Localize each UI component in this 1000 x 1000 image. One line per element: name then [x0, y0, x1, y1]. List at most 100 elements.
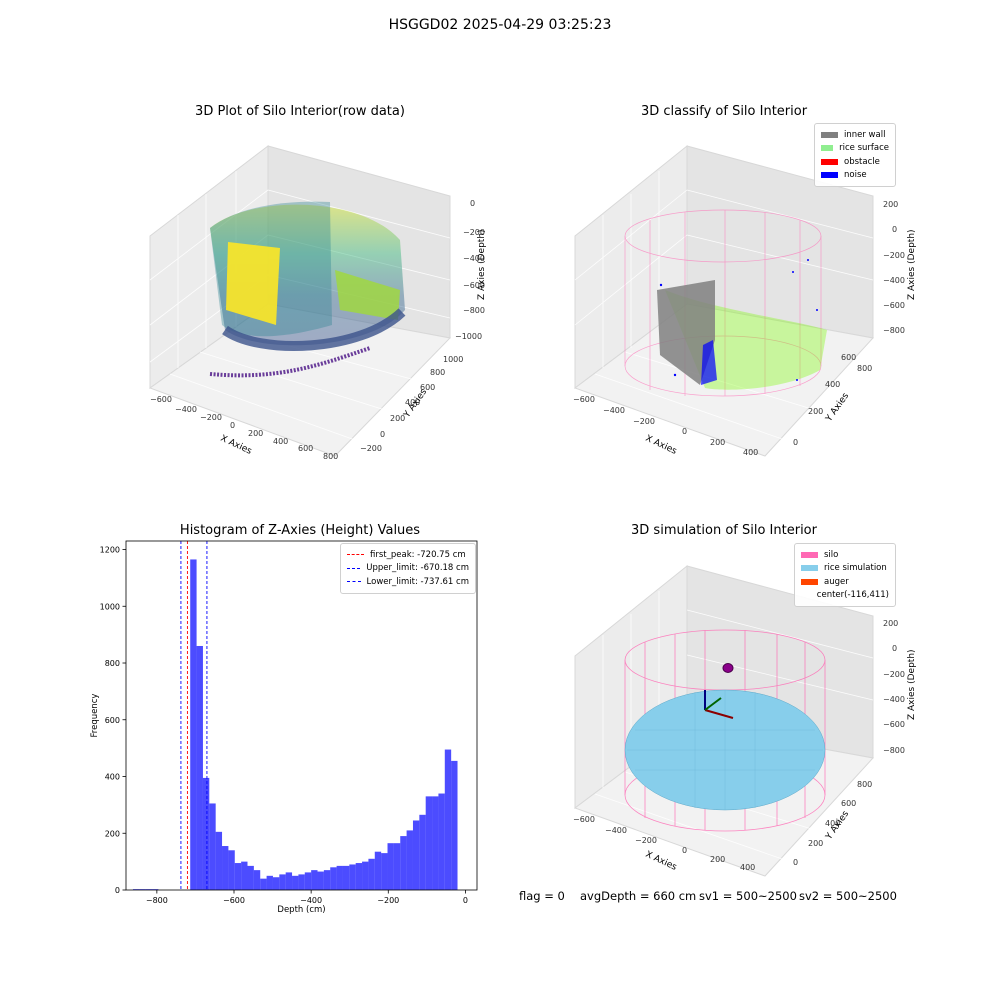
swatch-lower-limit: [347, 581, 361, 583]
raw-ztick: −1000: [455, 332, 482, 341]
raw-ztick: −600: [463, 281, 485, 290]
raw-xtick: −200: [200, 413, 222, 422]
sim-ytick: 0: [793, 858, 798, 867]
raw-3d-plot: −600 −400 −200 0 200 400 600 800 −200 0 …: [148, 144, 487, 461]
swatch-auger: [801, 578, 818, 585]
histogram-bar: [132, 889, 140, 890]
classify-ztick: −400: [883, 276, 905, 285]
histogram-bar: [152, 889, 159, 890]
raw-ztick: −800: [463, 306, 485, 315]
sv1-text: sv1 = 500~2500: [699, 889, 797, 903]
y-tick-label: 200: [105, 829, 120, 838]
histogram-title: Histogram of Z-Axies (Height) Values: [179, 523, 421, 538]
sim-ztick: −800: [883, 746, 905, 755]
histogram-bar: [368, 858, 375, 890]
histogram-bar: [425, 796, 433, 890]
histogram-bar: [190, 559, 197, 890]
y-tick-label: 1200: [100, 546, 120, 555]
swatch-center: [801, 592, 811, 598]
histogram-bar: [362, 861, 369, 890]
raw-zlabel: Z Axies (Depth): [477, 229, 487, 300]
classify-ztick: 200: [883, 200, 898, 209]
sim-xtick: 400: [740, 863, 755, 872]
histogram-bar: [349, 864, 356, 890]
x-tick-label: −600: [223, 896, 245, 905]
classify-ytick: 0: [793, 438, 798, 447]
swatch-upper-limit: [347, 567, 361, 569]
raw-ytick: 200: [390, 414, 405, 423]
sim-ytick: 400: [825, 819, 840, 828]
legend-item-obstacle: obstacle: [821, 155, 889, 169]
classify-xtick: 400: [743, 448, 758, 457]
raw-xtick: 600: [298, 444, 313, 453]
classify-xtick: −600: [573, 395, 595, 404]
histogram-bar: [222, 846, 229, 890]
legend-item-upper-limit: Upper_limit: -670.18 cm: [347, 562, 469, 576]
x-tick-label: −200: [377, 896, 399, 905]
classify-xtick: −200: [633, 417, 655, 426]
raw-panel-title: 3D Plot of Silo Interior(row data): [195, 104, 405, 119]
histogram-bar: [247, 865, 254, 890]
histogram-bar: [381, 853, 388, 890]
histogram-bar: [266, 875, 273, 890]
histogram-bar: [406, 830, 413, 890]
legend-item-rice-simulation: rice simulation: [801, 562, 889, 576]
histogram-bar: [202, 777, 210, 890]
histogram-bar: [139, 889, 146, 890]
classify-zlabel: Z Axies (Depth): [907, 229, 917, 300]
classify-ytick: 600: [841, 353, 856, 362]
simulation-3d-plot: −600 −400 −200 0 200 400 0 200 400 600 8…: [573, 564, 917, 877]
raw-xtick: 400: [273, 437, 288, 446]
classify-3d-plot: −600 −400 −200 0 200 400 0 200 400 600 8…: [573, 144, 917, 457]
sim-ztick: −400: [883, 695, 905, 704]
y-tick-label: 0: [115, 886, 120, 895]
classify-ztick: −600: [883, 301, 905, 310]
raw-xtick: −400: [175, 405, 197, 414]
histogram-bar: [272, 877, 280, 890]
swatch-obstacle: [821, 158, 838, 165]
histogram-bar: [209, 803, 216, 890]
swatch-rice-surface: [821, 145, 834, 152]
histogram-bar: [279, 874, 286, 890]
histogram-bar: [438, 793, 445, 890]
histogram-bar: [285, 872, 293, 890]
histogram-bar: [451, 760, 458, 890]
classify-ytick: 400: [825, 380, 840, 389]
y-tick-label: 400: [105, 773, 120, 782]
histogram-bar: [400, 836, 407, 890]
flag-text: flag = 0: [519, 889, 565, 903]
histogram-bar: [412, 820, 420, 890]
classify-ytick: 800: [857, 364, 872, 373]
classify-xtick: −400: [603, 406, 625, 415]
swatch-noise: [821, 172, 838, 179]
histogram-bar: [298, 874, 305, 890]
raw-xtick: 0: [230, 421, 235, 430]
histogram-bar: [145, 889, 153, 890]
avg-depth-text: avgDepth = 660 cm: [580, 889, 697, 903]
sim-ytick: 200: [808, 839, 823, 848]
classify-xtick: 200: [710, 438, 725, 447]
sim-zlabel: Z Axies (Depth): [907, 649, 917, 720]
sim-xlabel: X Axies: [644, 850, 679, 873]
sim-xtick: 0: [682, 846, 687, 855]
histogram-bar: [241, 861, 248, 890]
x-tick-label: −400: [300, 896, 322, 905]
sim-xtick: −200: [635, 836, 657, 845]
histogram-bar: [196, 645, 203, 890]
sim-xtick: −600: [573, 815, 595, 824]
classify-panel-title: 3D classify of Silo Interior: [640, 104, 808, 119]
legend-item-auger: auger: [801, 575, 889, 589]
histogram-bar: [330, 867, 337, 890]
raw-ztick: −200: [463, 228, 485, 237]
legend-item-center: center(-116,411): [801, 589, 889, 603]
classify-legend: inner wall rice surface obstacle noise: [814, 123, 896, 187]
histogram-legend: first_peak: -720.75 cm Upper_limit: -670…: [340, 543, 476, 594]
raw-ytick: 600: [420, 383, 435, 392]
sim-ytick: 800: [857, 780, 872, 789]
histogram-xlabel: Depth (cm): [277, 905, 325, 915]
raw-ztick: 0: [470, 199, 475, 208]
histogram-bar: [311, 870, 318, 890]
classify-ztick: −200: [883, 251, 905, 260]
sim-ytick: 600: [841, 799, 856, 808]
classify-ztick: −800: [883, 326, 905, 335]
